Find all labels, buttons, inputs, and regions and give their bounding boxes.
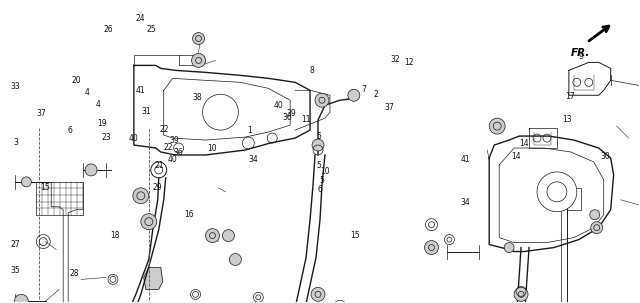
Text: 20: 20 bbox=[72, 76, 81, 85]
Text: 39: 39 bbox=[170, 136, 180, 145]
Circle shape bbox=[193, 32, 205, 45]
Text: 15: 15 bbox=[40, 183, 49, 191]
Text: 24: 24 bbox=[136, 14, 145, 23]
Text: 5: 5 bbox=[316, 161, 321, 170]
Circle shape bbox=[229, 254, 241, 265]
Text: 23: 23 bbox=[102, 133, 111, 142]
Circle shape bbox=[15, 294, 28, 303]
Circle shape bbox=[202, 94, 238, 130]
Text: 35: 35 bbox=[11, 266, 20, 275]
Text: 8: 8 bbox=[310, 66, 315, 75]
Text: 14: 14 bbox=[511, 152, 521, 161]
Text: 22: 22 bbox=[164, 143, 173, 152]
Text: 25: 25 bbox=[147, 25, 156, 34]
Text: 16: 16 bbox=[184, 210, 194, 219]
Text: 30: 30 bbox=[600, 152, 611, 161]
Text: 3: 3 bbox=[13, 138, 18, 147]
Text: 14: 14 bbox=[519, 139, 529, 148]
Text: 9: 9 bbox=[579, 52, 584, 61]
Text: 34: 34 bbox=[460, 198, 470, 207]
Text: 29: 29 bbox=[153, 183, 163, 191]
Circle shape bbox=[312, 139, 324, 151]
Text: 13: 13 bbox=[563, 115, 572, 124]
Text: 7: 7 bbox=[361, 85, 365, 94]
Text: 41: 41 bbox=[460, 155, 470, 164]
Text: 6: 6 bbox=[317, 185, 323, 194]
Text: 2: 2 bbox=[374, 90, 378, 99]
Circle shape bbox=[133, 188, 148, 204]
Text: 22: 22 bbox=[159, 125, 169, 134]
Circle shape bbox=[348, 89, 360, 101]
Circle shape bbox=[141, 214, 157, 230]
Text: 31: 31 bbox=[142, 107, 152, 116]
Circle shape bbox=[315, 93, 329, 107]
Circle shape bbox=[21, 177, 31, 187]
Text: 37: 37 bbox=[384, 103, 394, 112]
Text: FR.: FR. bbox=[571, 48, 590, 58]
Text: 39: 39 bbox=[287, 109, 296, 118]
Text: 19: 19 bbox=[97, 119, 107, 128]
Text: 21: 21 bbox=[155, 161, 164, 171]
Text: 41: 41 bbox=[136, 86, 145, 95]
Circle shape bbox=[223, 230, 234, 241]
Circle shape bbox=[424, 241, 438, 255]
Text: 5: 5 bbox=[316, 132, 321, 141]
Text: 10: 10 bbox=[207, 144, 216, 153]
Polygon shape bbox=[529, 128, 557, 148]
Text: 34: 34 bbox=[248, 155, 258, 165]
Text: 5: 5 bbox=[319, 176, 324, 185]
Polygon shape bbox=[144, 268, 163, 289]
Circle shape bbox=[591, 222, 603, 234]
Circle shape bbox=[537, 172, 577, 212]
Circle shape bbox=[311, 287, 325, 301]
Circle shape bbox=[504, 243, 514, 252]
Text: 33: 33 bbox=[11, 82, 20, 91]
Circle shape bbox=[489, 118, 505, 134]
Text: 4: 4 bbox=[96, 100, 100, 109]
Text: 40: 40 bbox=[167, 155, 177, 164]
Text: 28: 28 bbox=[70, 269, 79, 278]
Text: 17: 17 bbox=[565, 92, 575, 101]
Circle shape bbox=[191, 53, 205, 67]
Circle shape bbox=[85, 164, 97, 176]
Text: 37: 37 bbox=[36, 109, 46, 118]
Circle shape bbox=[514, 287, 528, 301]
Text: 27: 27 bbox=[11, 240, 20, 249]
Text: 11: 11 bbox=[301, 115, 311, 124]
Polygon shape bbox=[569, 62, 611, 95]
Text: 1: 1 bbox=[248, 126, 252, 135]
Text: 4: 4 bbox=[85, 88, 90, 97]
Text: 40: 40 bbox=[274, 101, 284, 110]
Text: 10: 10 bbox=[320, 167, 330, 176]
Text: 40: 40 bbox=[129, 134, 139, 143]
Text: 26: 26 bbox=[104, 25, 113, 34]
Text: 6: 6 bbox=[68, 126, 73, 135]
Text: 38: 38 bbox=[193, 93, 202, 102]
Circle shape bbox=[205, 229, 220, 243]
Text: 36: 36 bbox=[173, 148, 184, 157]
Text: 18: 18 bbox=[110, 231, 120, 240]
Text: 36: 36 bbox=[282, 113, 292, 122]
Circle shape bbox=[589, 210, 600, 220]
Text: 32: 32 bbox=[390, 55, 400, 64]
Text: 15: 15 bbox=[350, 231, 360, 241]
Text: 12: 12 bbox=[404, 58, 414, 67]
